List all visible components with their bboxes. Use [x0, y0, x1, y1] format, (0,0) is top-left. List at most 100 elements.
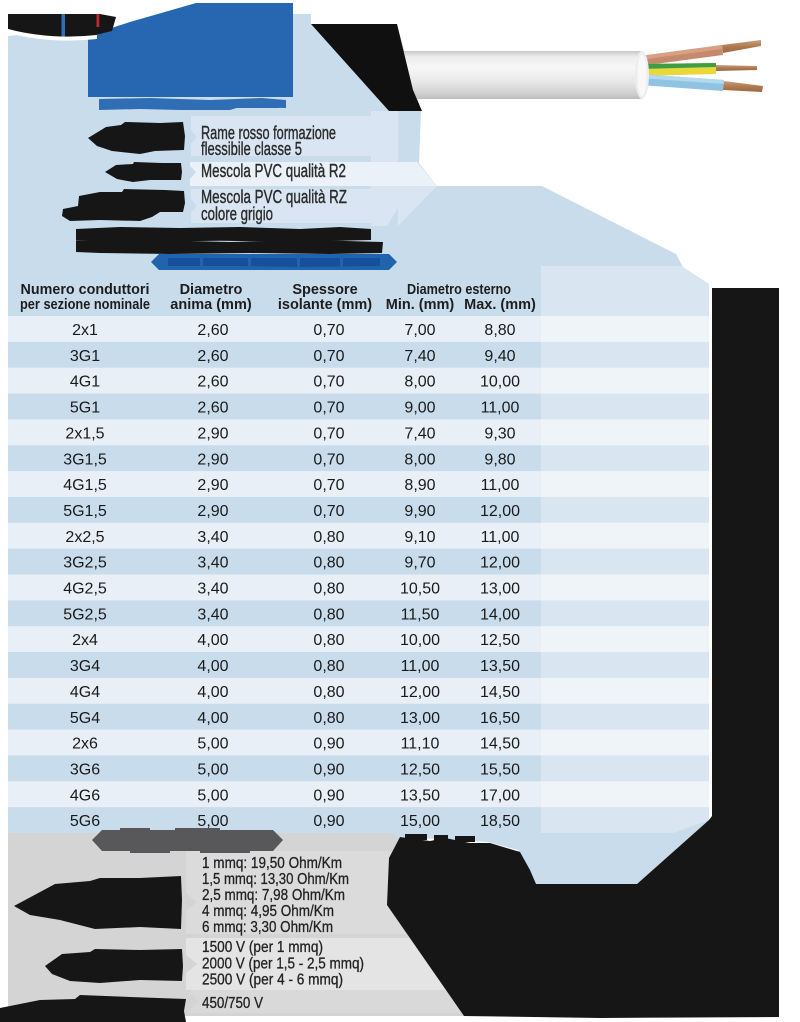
svg-text:0,70: 0,70 — [313, 503, 344, 520]
svg-text:0,70: 0,70 — [313, 400, 344, 417]
svg-text:0,90: 0,90 — [313, 787, 344, 804]
svg-text:3,40: 3,40 — [197, 606, 228, 623]
svg-text:Spessore: Spessore — [292, 282, 357, 298]
svg-text:2,60: 2,60 — [197, 348, 228, 365]
svg-text:15,00: 15,00 — [400, 813, 440, 830]
svg-text:12,00: 12,00 — [480, 503, 520, 520]
svg-text:5,00: 5,00 — [197, 761, 228, 778]
svg-text:6 mmq: 3,30 Ohm/Km: 6 mmq: 3,30 Ohm/Km — [202, 919, 333, 936]
svg-text:0,70: 0,70 — [313, 374, 344, 391]
svg-text:9,10: 9,10 — [404, 529, 435, 546]
svg-text:4G1: 4G1 — [70, 374, 100, 391]
svg-text:8,00: 8,00 — [404, 374, 435, 391]
svg-text:0,80: 0,80 — [313, 555, 344, 572]
svg-text:Diametro esterno: Diametro esterno — [407, 282, 511, 298]
svg-text:0,70: 0,70 — [313, 425, 344, 442]
svg-text:4G2,5: 4G2,5 — [63, 581, 107, 598]
svg-text:2x6: 2x6 — [72, 736, 98, 753]
svg-text:9,70: 9,70 — [404, 555, 435, 572]
svg-text:3G1: 3G1 — [70, 348, 100, 365]
svg-text:0,90: 0,90 — [313, 813, 344, 830]
svg-text:2x4: 2x4 — [72, 632, 98, 649]
svg-text:4,00: 4,00 — [197, 658, 228, 675]
svg-text:4,00: 4,00 — [197, 684, 228, 701]
svg-text:2,90: 2,90 — [197, 503, 228, 520]
svg-text:14,00: 14,00 — [480, 606, 520, 623]
svg-text:1500 V (per 1 mmq): 1500 V (per 1 mmq) — [202, 939, 323, 956]
svg-text:3G4: 3G4 — [70, 658, 100, 675]
svg-text:0,80: 0,80 — [313, 581, 344, 598]
svg-text:0,70: 0,70 — [313, 348, 344, 365]
svg-text:9,00: 9,00 — [404, 400, 435, 417]
svg-text:3,40: 3,40 — [197, 555, 228, 572]
svg-text:2x2,5: 2x2,5 — [65, 529, 104, 546]
svg-text:7,40: 7,40 — [404, 425, 435, 442]
svg-text:13,00: 13,00 — [480, 581, 520, 598]
svg-text:2,90: 2,90 — [197, 477, 228, 494]
svg-text:8,90: 8,90 — [404, 477, 435, 494]
svg-text:0,80: 0,80 — [313, 710, 344, 727]
svg-text:12,50: 12,50 — [400, 761, 440, 778]
svg-text:1 mmq: 19,50 Ohm/Km: 1 mmq: 19,50 Ohm/Km — [202, 855, 342, 872]
svg-text:10,00: 10,00 — [400, 632, 440, 649]
svg-text:colore grigio: colore grigio — [201, 204, 273, 224]
svg-text:0,70: 0,70 — [313, 451, 344, 468]
svg-text:13,00: 13,00 — [400, 710, 440, 727]
svg-text:13,50: 13,50 — [480, 658, 520, 675]
svg-text:0,80: 0,80 — [313, 632, 344, 649]
svg-text:5G1: 5G1 — [70, 400, 100, 417]
svg-text:0,90: 0,90 — [313, 736, 344, 753]
svg-text:2,60: 2,60 — [197, 322, 228, 339]
svg-text:anima (mm): anima (mm) — [170, 297, 252, 313]
svg-text:14,50: 14,50 — [480, 684, 520, 701]
svg-text:flessibile classe 5: flessibile classe 5 — [201, 139, 302, 159]
svg-text:2x1,5: 2x1,5 — [65, 425, 104, 442]
svg-text:2,60: 2,60 — [197, 400, 228, 417]
svg-text:2500 V (per 4 - 6 mmq): 2500 V (per 4 - 6 mmq) — [202, 972, 343, 989]
svg-text:Rame rosso formazione: Rame rosso formazione — [201, 123, 336, 143]
svg-text:1,5 mmq: 13,30 Ohm/Km: 1,5 mmq: 13,30 Ohm/Km — [202, 871, 349, 888]
svg-text:Numero conduttori: Numero conduttori — [21, 282, 150, 298]
svg-text:11,00: 11,00 — [401, 658, 440, 675]
svg-text:8,80: 8,80 — [484, 322, 515, 339]
svg-text:12,50: 12,50 — [480, 632, 520, 649]
svg-text:5G2,5: 5G2,5 — [63, 606, 107, 623]
svg-text:0,80: 0,80 — [313, 606, 344, 623]
svg-text:11,10: 11,10 — [401, 736, 440, 753]
svg-text:9,40: 9,40 — [484, 348, 515, 365]
svg-text:5G6: 5G6 — [70, 813, 100, 830]
svg-text:4G6: 4G6 — [70, 787, 100, 804]
svg-text:Mescola PVC qualità R2: Mescola PVC qualità R2 — [201, 161, 346, 181]
svg-text:16,50: 16,50 — [480, 710, 520, 727]
svg-text:Min. (mm): Min. (mm) — [386, 297, 455, 313]
svg-text:5,00: 5,00 — [197, 787, 228, 804]
svg-text:4G4: 4G4 — [70, 684, 100, 701]
svg-text:450/750 V: 450/750 V — [202, 995, 264, 1012]
svg-text:7,40: 7,40 — [404, 348, 435, 365]
svg-text:11,00: 11,00 — [481, 477, 520, 494]
svg-text:3,40: 3,40 — [197, 529, 228, 546]
svg-text:12,00: 12,00 — [400, 684, 440, 701]
svg-text:15,50: 15,50 — [480, 761, 520, 778]
svg-text:0,70: 0,70 — [313, 477, 344, 494]
svg-text:10,00: 10,00 — [480, 374, 520, 391]
svg-text:4G1,5: 4G1,5 — [63, 477, 107, 494]
svg-text:11,00: 11,00 — [481, 400, 520, 417]
svg-text:9,80: 9,80 — [484, 451, 515, 468]
svg-text:7,00: 7,00 — [404, 322, 435, 339]
svg-text:8,00: 8,00 — [404, 451, 435, 468]
svg-text:2,90: 2,90 — [197, 451, 228, 468]
svg-text:14,50: 14,50 — [480, 736, 520, 753]
svg-text:5G4: 5G4 — [70, 710, 100, 727]
svg-text:11,00: 11,00 — [481, 529, 520, 546]
svg-text:0,90: 0,90 — [313, 761, 344, 778]
svg-text:2,90: 2,90 — [197, 425, 228, 442]
svg-text:0,80: 0,80 — [313, 529, 344, 546]
svg-text:Diametro: Diametro — [180, 282, 243, 298]
svg-text:4,00: 4,00 — [197, 710, 228, 727]
svg-text:5G1,5: 5G1,5 — [63, 503, 107, 520]
svg-text:0,80: 0,80 — [313, 684, 344, 701]
svg-text:3G2,5: 3G2,5 — [63, 555, 107, 572]
svg-text:3,40: 3,40 — [197, 581, 228, 598]
svg-text:5,00: 5,00 — [197, 813, 228, 830]
